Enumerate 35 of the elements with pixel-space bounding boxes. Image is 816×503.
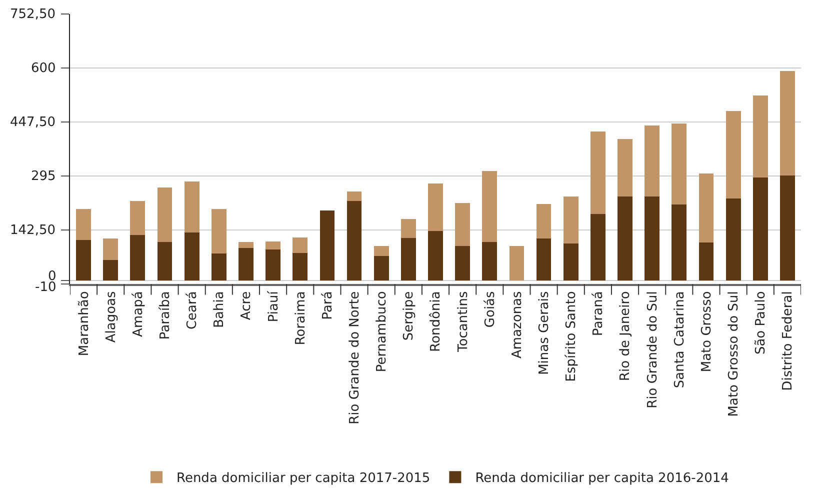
x-tick-label: Rondônia [428,291,444,352]
legend-label: Renda domiciliar per capita 2016-2014 [475,471,729,486]
x-tick-label: São Paulo [754,291,769,355]
y-tick-label: -10 [35,280,56,295]
legend-label: Renda domiciliar per capita 2017-2015 [176,471,430,486]
y-tick-label: 142,50 [10,223,56,238]
x-tick-label: Mato Grosso [699,291,714,372]
x-tick-label: Sergipe [402,291,417,341]
x-tick-label: Rio de Janeiro [618,291,634,381]
x-tick-label: Rio Grande do Norte [348,291,363,424]
x-tick-label: Tocantins [456,290,471,353]
x-tick-label: Pernambuco [374,291,390,372]
x-tick-label: Distrito Federal [780,291,796,391]
x-tick-label: Amapá [130,291,146,337]
x-tick-label: Mato Grosso do Sul [726,291,742,417]
x-tick-label: Roraima [293,291,308,346]
y-tick-label: 752,50 [10,7,56,22]
x-tick-label: Goiás [482,290,498,328]
x-tick-label: Bahia [212,291,228,328]
x-tick-label: Acre [239,291,254,320]
x-tick-label: Maranhão [76,291,92,356]
x-tick-label: Paraíba [158,291,173,340]
y-tick-label: 600 [31,61,56,76]
x-tick-label: Alagoas [104,290,119,343]
x-tick-label: Minas Gerais [537,290,552,375]
x-tick-label: Santa Catarina [672,291,688,388]
x-tick-label: Amazonas [510,290,525,358]
x-tick-label: Rio Grande do Sul [645,291,660,408]
x-tick-label: Pará [320,291,336,320]
y-tick-label: 447,50 [10,115,56,130]
x-tick-label: Ceará [185,291,200,330]
y-tick-label: 295 [31,169,56,184]
x-tick-label: Paraná [591,291,606,336]
x-tick-label: Espírito Santo [564,291,580,382]
x-tick-label: Piauí [266,290,282,322]
